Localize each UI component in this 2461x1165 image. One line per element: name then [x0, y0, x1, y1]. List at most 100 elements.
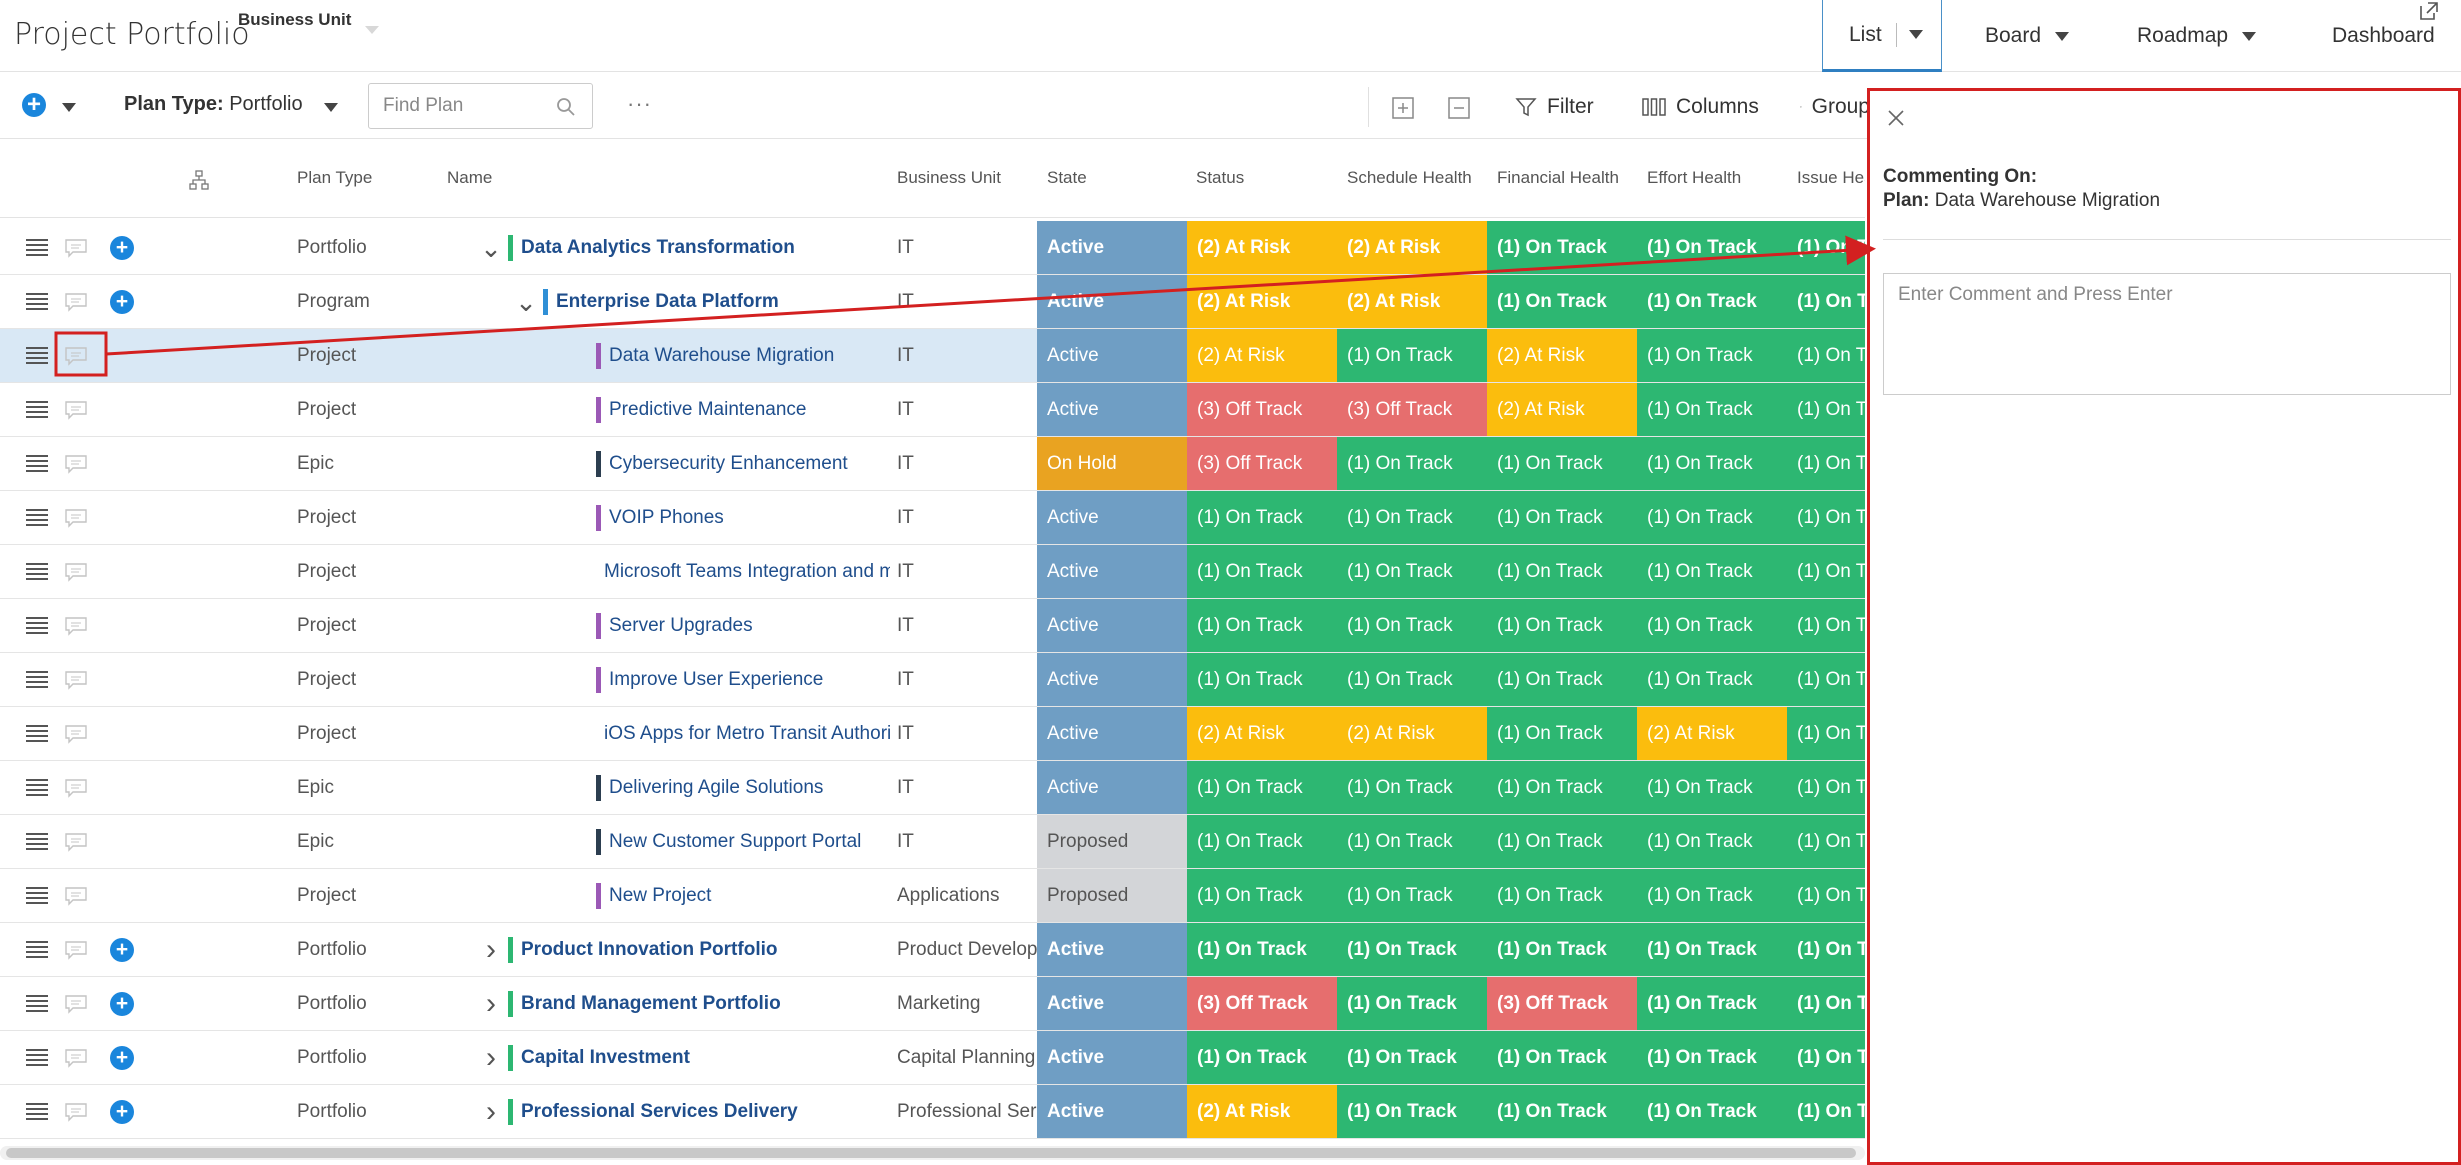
row-menu-button[interactable]	[26, 491, 50, 544]
chevron-down-icon[interactable]	[324, 103, 338, 112]
row-menu-button[interactable]	[26, 761, 50, 814]
row-menu-button[interactable]	[26, 815, 50, 868]
columns-button[interactable]: Columns	[1642, 95, 1759, 119]
table-row[interactable]: Epic Cybersecurity Enhancement IT On Hold (3…	[0, 437, 1865, 491]
tab-list-label[interactable]: List	[1849, 22, 1882, 46]
add-child-button[interactable]: +	[110, 275, 136, 328]
plan-name-link[interactable]: Improve User Experience	[609, 668, 824, 690]
table-row[interactable]: Project Data Warehouse Migration IT Active(…	[0, 329, 1865, 383]
plan-name-link[interactable]: Microsoft Teams Integration and me	[604, 560, 890, 582]
table-row[interactable]: Project Microsoft Teams Integration and m…	[0, 545, 1865, 599]
tab-list[interactable]: List	[1822, 0, 1942, 72]
tab-roadmap[interactable]: Roadmap	[2137, 0, 2257, 72]
chevron-right-icon[interactable]: ›	[486, 986, 496, 1020]
row-menu-button[interactable]	[26, 275, 50, 328]
plan-name-link[interactable]: New Project	[609, 884, 712, 906]
comment-button[interactable]	[64, 599, 94, 652]
comment-button[interactable]	[64, 383, 94, 436]
row-menu-button[interactable]	[26, 329, 50, 382]
tab-roadmap-label[interactable]: Roadmap	[2137, 24, 2229, 47]
column-header-financial-health[interactable]: Financial Health	[1497, 168, 1619, 187]
row-menu-button[interactable]	[26, 923, 50, 976]
row-menu-button[interactable]	[26, 707, 50, 760]
comment-button[interactable]	[64, 491, 94, 544]
collapse-all-icon[interactable]	[1448, 97, 1470, 119]
comment-button[interactable]	[64, 707, 94, 760]
scrollbar-thumb[interactable]	[6, 1148, 1856, 1158]
table-row[interactable]: Project VOIP Phones IT Active (1) On Track (1…	[0, 491, 1865, 545]
comment-button[interactable]	[64, 977, 94, 1030]
plan-name-link[interactable]: Data Warehouse Migration	[609, 344, 835, 366]
table-row[interactable]: Epic New Customer Support Portal IT Propose…	[0, 815, 1865, 869]
add-plan-button[interactable]: +	[22, 93, 46, 117]
column-header-business-unit[interactable]: Business Unit	[897, 168, 1001, 187]
add-child-button[interactable]: +	[110, 977, 136, 1030]
table-row[interactable]: Project iOS Apps for Metro Transit Author…	[0, 707, 1865, 761]
plan-name-link[interactable]: Delivering Agile Solutions	[609, 776, 824, 798]
comment-button[interactable]	[64, 1031, 94, 1084]
comment-button[interactable]	[64, 761, 94, 814]
plan-name-link[interactable]: New Customer Support Portal	[609, 830, 862, 852]
plan-name-link[interactable]: Predictive Maintenance	[609, 398, 807, 420]
add-child-button[interactable]: +	[110, 1085, 136, 1138]
more-options-icon[interactable]: ···	[627, 91, 652, 116]
column-header-schedule-health[interactable]: Schedule Health	[1347, 168, 1472, 187]
chevron-down-icon[interactable]	[62, 103, 76, 112]
hierarchy-icon[interactable]	[189, 170, 209, 190]
table-row[interactable]: + Portfolio › Brand Management Portfolio Mar…	[0, 977, 1865, 1031]
row-menu-button[interactable]	[26, 221, 50, 274]
search-input[interactable]	[368, 83, 593, 129]
table-row[interactable]: Project Improve User Experience IT Active (1…	[0, 653, 1865, 707]
chevron-down-icon[interactable]	[365, 26, 379, 34]
table-row[interactable]: + Portfolio › Professional Services Deliver…	[0, 1085, 1865, 1139]
comment-button[interactable]	[64, 653, 94, 706]
chevron-down-icon[interactable]: ⌄	[515, 286, 537, 317]
comment-button[interactable]	[64, 329, 94, 382]
plan-name-link[interactable]: Cybersecurity Enhancement	[609, 452, 848, 474]
plan-name-link[interactable]: Enterprise Data Platform	[556, 290, 779, 312]
table-row[interactable]: + Portfolio › Product Innovation Portfolio P…	[0, 923, 1865, 977]
plan-type-selector[interactable]: Plan Type: Portfolio	[124, 93, 303, 116]
close-icon[interactable]	[1886, 108, 1906, 128]
add-child-button[interactable]: +	[110, 1031, 136, 1084]
plan-name-link[interactable]: VOIP Phones	[609, 506, 724, 528]
add-child-button[interactable]: +	[110, 923, 136, 976]
column-header-plan-type[interactable]: Plan Type	[297, 168, 373, 187]
plan-name-link[interactable]: Brand Management Portfolio	[521, 992, 781, 1014]
comment-button[interactable]	[64, 545, 94, 598]
plan-name-link[interactable]: Product Innovation Portfolio	[521, 938, 778, 960]
comment-button[interactable]	[64, 275, 94, 328]
table-row[interactable]: + Program ⌄ Enterprise Data Platform IT Activ…	[0, 275, 1865, 329]
add-child-button[interactable]: +	[110, 221, 136, 274]
comment-button[interactable]	[64, 923, 94, 976]
comment-button[interactable]	[64, 221, 94, 274]
column-header-issue-health[interactable]: Issue Health	[1797, 168, 1865, 187]
column-header-effort-health[interactable]: Effort Health	[1647, 168, 1742, 187]
column-header-status[interactable]: Status	[1196, 168, 1245, 187]
column-header-name[interactable]: Name	[447, 168, 493, 187]
expand-all-icon[interactable]	[1392, 97, 1414, 119]
row-menu-button[interactable]	[26, 869, 50, 922]
comment-button[interactable]	[64, 437, 94, 490]
chevron-down-icon[interactable]	[2055, 31, 2070, 41]
business-unit-selector[interactable]: Business Unit	[238, 10, 352, 29]
horizontal-scrollbar[interactable]	[0, 1146, 1865, 1160]
row-menu-button[interactable]	[26, 1031, 50, 1084]
comment-input[interactable]	[1883, 273, 2451, 395]
tab-board-label[interactable]: Board	[1985, 24, 2042, 47]
row-menu-button[interactable]	[26, 599, 50, 652]
row-menu-button[interactable]	[26, 1085, 50, 1138]
table-row[interactable]: + Portfolio ⌄ Data Analytics Transformation…	[0, 221, 1865, 275]
row-menu-button[interactable]	[26, 977, 50, 1030]
chevron-right-icon[interactable]: ›	[486, 932, 496, 966]
table-row[interactable]: Project Server Upgrades IT Active (1) On Tra…	[0, 599, 1865, 653]
row-menu-button[interactable]	[26, 653, 50, 706]
comment-button[interactable]	[64, 815, 94, 868]
chevron-down-icon[interactable]	[2242, 31, 2257, 41]
table-row[interactable]: Epic Delivering Agile Solutions IT Active (1…	[0, 761, 1865, 815]
table-row[interactable]: + Portfolio › Capital Investment Capital Pla…	[0, 1031, 1865, 1085]
table-row[interactable]: Project Predictive Maintenance IT Active (3)…	[0, 383, 1865, 437]
tab-dashboard[interactable]: Dashboard	[2332, 0, 2449, 72]
plan-name-link[interactable]: Data Analytics Transformation	[521, 236, 795, 258]
comment-button[interactable]	[64, 869, 94, 922]
